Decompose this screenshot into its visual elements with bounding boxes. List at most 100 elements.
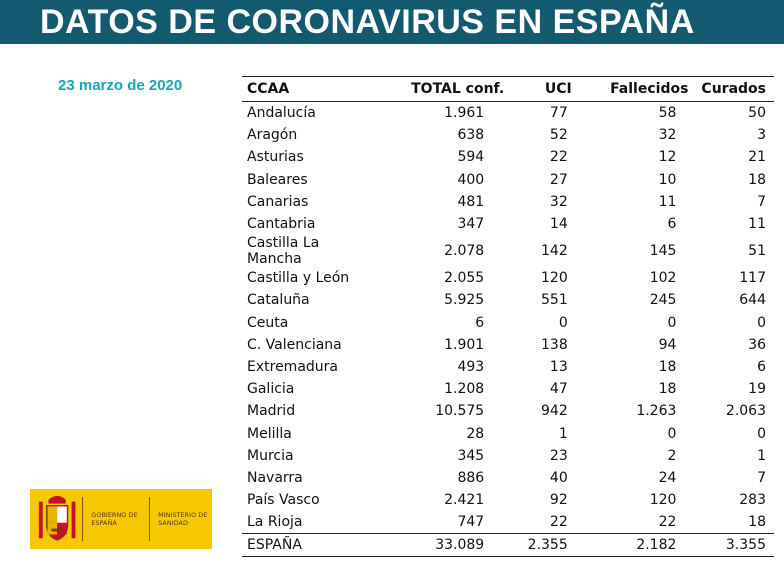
- cell-curados: 3: [757, 127, 766, 144]
- table-row: Melilla 28 1 0 0: [242, 422, 774, 444]
- table-row: C. Valenciana 1.901 138 94 36: [242, 334, 774, 356]
- cell-uci: 27: [549, 171, 568, 188]
- table-row: La Rioja 747 22 22 18: [242, 511, 774, 534]
- cell-ccaa: C. Valenciana: [247, 336, 342, 353]
- cell-uci: 22: [549, 149, 568, 166]
- cell-uci: 92: [549, 492, 568, 509]
- cell-total: 347: [457, 216, 485, 233]
- cell-fallecidos: 12: [658, 149, 677, 166]
- cell-uci: 142: [541, 243, 568, 260]
- cell-ccaa: Navarra: [247, 469, 303, 486]
- cell-fallecidos: 32: [658, 127, 677, 144]
- cell-fallecidos: 102: [649, 270, 677, 287]
- logo-separator-2: [149, 497, 151, 541]
- total-row: ESPAÑA 33.089 2.355 2.182 3.355: [242, 533, 774, 558]
- header-ccaa: CCAA: [242, 76, 379, 102]
- cell-uci: 22: [549, 514, 568, 531]
- table-row: Aragón 638 52 32 3: [242, 124, 774, 146]
- cell-total: 400: [457, 171, 485, 188]
- cell-fallecidos: 18: [658, 358, 677, 375]
- cell-total: 481: [457, 193, 485, 210]
- cell-curados: 644: [739, 292, 766, 309]
- title-banner: DATOS DE CORONAVIRUS EN ESPAÑA: [0, 0, 784, 44]
- cell-total: 1.208: [444, 381, 485, 398]
- cell-total: 28: [466, 425, 485, 442]
- cell-curados: 1: [757, 447, 766, 464]
- cell-total: 747: [457, 514, 485, 531]
- cell-curados: 18: [748, 514, 766, 531]
- cell-fallecidos: 22: [658, 514, 677, 531]
- total-curados: 3.355: [696, 533, 774, 558]
- cell-curados: 11: [748, 216, 766, 233]
- table-row: Asturias 594 22 12 21: [242, 146, 774, 168]
- cell-uci: 40: [549, 469, 568, 486]
- cell-curados: 21: [748, 149, 766, 166]
- cell-ccaa: Canarias: [247, 193, 309, 210]
- cell-curados: 36: [748, 336, 766, 353]
- table-row: Canarias 481 32 11 7: [242, 191, 774, 213]
- table-row: Castilla La Mancha 2.078 142 145 51: [242, 235, 774, 267]
- table-row: Andalucía 1.961 77 58 50: [242, 102, 774, 125]
- cell-total: 6: [475, 314, 485, 331]
- cell-fallecidos: 0: [667, 425, 677, 442]
- header-uci: UCI: [514, 76, 580, 102]
- cell-ccaa: Castilla La Mancha: [247, 235, 320, 268]
- cell-fallecidos: 11: [658, 193, 677, 210]
- header-fallecidos: Fallecidos: [579, 76, 697, 102]
- cell-uci: 551: [541, 292, 568, 309]
- cell-curados: 7: [757, 193, 766, 210]
- cell-uci: 47: [549, 381, 568, 398]
- cell-total: 594: [457, 149, 485, 166]
- cell-ccaa: Murcia: [247, 447, 294, 464]
- cell-uci: 0: [558, 314, 568, 331]
- table-row: Madrid 10.575 942 1.263 2.063: [242, 400, 774, 422]
- cell-ccaa: Ceuta: [247, 314, 289, 331]
- cell-total: 2.078: [444, 243, 485, 260]
- cell-curados: 283: [739, 492, 766, 509]
- table-row: Cantabria 347 14 6 11: [242, 213, 774, 235]
- cell-uci: 14: [549, 216, 568, 233]
- cell-total: 2.055: [444, 270, 485, 287]
- cell-uci: 52: [549, 127, 568, 144]
- cell-curados: 50: [748, 105, 766, 122]
- cell-curados: 6: [757, 358, 766, 375]
- cell-ccaa: Madrid: [247, 403, 296, 420]
- gobierno-logo: GOBIERNO DE ESPAÑA MINISTERIO DE SANIDAD: [30, 489, 212, 549]
- cell-total: 493: [457, 358, 485, 375]
- table-row: Ceuta 6 0 0 0: [242, 312, 774, 334]
- cell-ccaa: País Vasco: [247, 492, 320, 509]
- cell-ccaa: Cantabria: [247, 216, 316, 233]
- cell-ccaa: Castilla y León: [247, 270, 350, 287]
- total-ccaa: ESPAÑA: [242, 533, 379, 558]
- cell-ccaa: Asturias: [247, 149, 304, 166]
- cell-total: 5.925: [444, 292, 485, 309]
- cell-fallecidos: 0: [667, 314, 677, 331]
- cell-ccaa: Melilla: [247, 425, 292, 442]
- cell-uci: 13: [549, 358, 568, 375]
- cell-curados: 18: [748, 171, 766, 188]
- cell-fallecidos: 24: [658, 469, 677, 486]
- cell-ccaa: Baleares: [247, 171, 308, 188]
- cell-total: 10.575: [435, 403, 485, 420]
- header-curados: Curados: [696, 76, 774, 102]
- total-fallecidos: 2.182: [579, 533, 697, 558]
- cell-uci: 23: [549, 447, 568, 464]
- cell-uci: 942: [541, 403, 568, 420]
- cell-fallecidos: 2: [667, 447, 677, 464]
- cell-fallecidos: 94: [658, 336, 677, 353]
- cell-curados: 19: [748, 381, 766, 398]
- cell-ccaa: Aragón: [247, 127, 298, 144]
- table-row: Baleares 400 27 10 18: [242, 169, 774, 191]
- report-date: 23 marzo de 2020: [58, 77, 183, 94]
- total-total: 33.089: [378, 533, 515, 558]
- coat-of-arms-icon: [38, 495, 76, 541]
- cell-ccaa: Andalucía: [247, 105, 316, 122]
- table-row: Galicia 1.208 47 18 19: [242, 378, 774, 400]
- cell-total: 1.961: [444, 105, 485, 122]
- cell-total: 638: [457, 127, 485, 144]
- cell-uci: 1: [558, 425, 568, 442]
- cell-ccaa: Galicia: [247, 381, 295, 398]
- table-row: Extremadura 493 13 18 6: [242, 356, 774, 378]
- page-title: DATOS DE CORONAVIRUS EN ESPAÑA: [40, 2, 695, 41]
- cell-total: 345: [457, 447, 485, 464]
